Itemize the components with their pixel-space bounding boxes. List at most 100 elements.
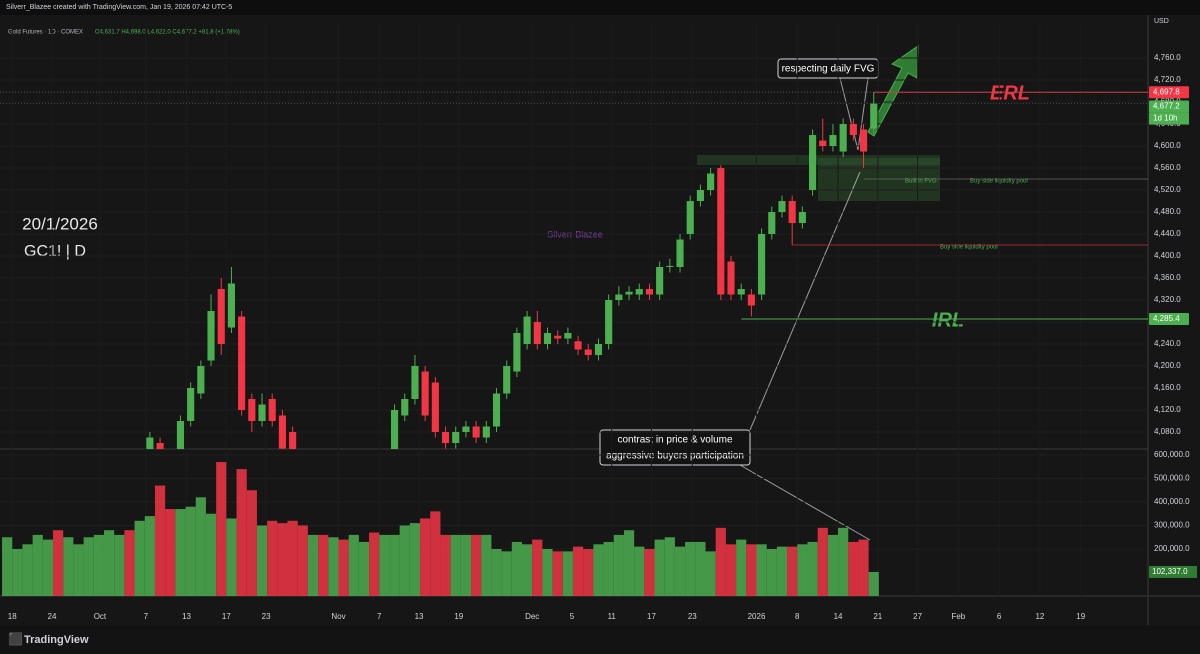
volume-bar	[185, 506, 196, 596]
volume-bar	[471, 534, 482, 596]
volume-bar	[522, 544, 533, 596]
volume-panel	[2, 462, 879, 596]
volume-bar	[277, 523, 288, 596]
volume-bar	[175, 509, 186, 596]
candle-body	[472, 426, 480, 438]
x-tick-label: Nov	[331, 612, 345, 621]
x-tick-label: 13	[182, 612, 191, 621]
volume-bar	[552, 551, 563, 596]
candle-body	[656, 267, 664, 295]
volume-bar	[73, 544, 84, 596]
volume-bar	[583, 548, 594, 596]
candle-body	[768, 212, 776, 235]
y-tick-label: 4,360.0	[1154, 273, 1181, 282]
candle-body	[788, 201, 796, 224]
volume-bar	[695, 541, 706, 596]
attribution: Silverr_Blazee created with TradingView.…	[6, 4, 232, 11]
y-tick-label: 4,400.0	[1154, 251, 1181, 260]
x-tick-label: 11	[608, 612, 617, 621]
candle-body	[278, 415, 286, 449]
volume-bar	[307, 534, 319, 596]
volume-bar	[807, 541, 818, 596]
x-tick-label: 17	[222, 612, 231, 621]
volume-bar	[562, 551, 573, 596]
candle-body	[207, 311, 215, 361]
callout-text: contrast in price & volume	[617, 435, 732, 446]
candle-body	[564, 333, 572, 339]
candle-body	[238, 316, 246, 411]
volume-bar	[287, 520, 298, 596]
volume-bar	[399, 525, 410, 596]
date-label: 20/1/2026	[22, 214, 98, 233]
candle-body	[747, 294, 755, 306]
volume-bar	[205, 513, 217, 596]
levels	[0, 91, 1148, 320]
volume-bar	[348, 534, 359, 596]
volume-bar	[766, 548, 777, 596]
callout-line	[749, 171, 861, 431]
volume-bar	[664, 537, 675, 596]
volume-bar	[603, 541, 614, 596]
candle-body	[625, 291, 633, 295]
volume-tick-label: 500,000.0	[1154, 474, 1190, 483]
volume-bar	[511, 541, 523, 596]
countdown: 1d 10h	[1153, 114, 1177, 123]
volume-tick-label: 400,000.0	[1154, 497, 1190, 506]
candle-body	[574, 341, 582, 350]
volume-label-box	[1149, 565, 1197, 578]
y-tick-label: 4,520.0	[1154, 185, 1181, 194]
candle-body	[492, 393, 501, 427]
y-tick-label: 4,080.0	[1154, 427, 1181, 436]
volume-bar	[369, 532, 380, 596]
axes: 4,080.04,120.04,160.04,200.04,240.04,280…	[8, 53, 1197, 621]
candle-body	[584, 349, 592, 356]
y-tick-label: 4,200.0	[1154, 361, 1181, 370]
candle-body	[248, 399, 256, 422]
volume-bar	[83, 537, 94, 596]
callout-box	[599, 429, 751, 466]
candle-body	[431, 382, 439, 433]
candle-body	[482, 426, 490, 438]
candle-body	[778, 201, 786, 213]
candle-body	[390, 410, 399, 449]
candle-body	[594, 344, 603, 356]
volume-bar	[593, 544, 604, 596]
volume-bar	[297, 525, 308, 596]
candle-body	[176, 421, 185, 449]
volume-bar	[613, 534, 624, 596]
supply-demand-zone	[697, 155, 940, 165]
y-tick-label: 4,600.0	[1154, 141, 1181, 150]
volume-bar	[42, 539, 54, 596]
candle-body	[227, 283, 236, 328]
volume-bar	[634, 546, 645, 596]
candle-body	[258, 404, 266, 422]
y-tick-label: 4,320.0	[1154, 295, 1181, 304]
volume-bar	[848, 541, 859, 596]
candle-body	[554, 335, 562, 339]
candle-body	[533, 322, 541, 345]
brand: TradingView	[24, 634, 89, 646]
price-label-box	[1149, 86, 1189, 99]
candle-body	[411, 366, 419, 400]
y-tick-label: 4,160.0	[1154, 383, 1181, 392]
x-tick-label: 7	[144, 612, 149, 621]
candle-body	[707, 173, 715, 191]
volume-bar	[318, 534, 329, 596]
x-tick-label: 2026	[748, 612, 766, 621]
x-tick-label: 27	[913, 612, 922, 621]
x-tick-label: 8	[795, 612, 800, 621]
liquidity-label: Buy side liquidity pool	[940, 245, 998, 251]
volume-bar	[389, 534, 400, 596]
x-tick-label: 6	[997, 612, 1002, 621]
candle-body	[441, 432, 450, 444]
volume-bar	[114, 534, 125, 596]
volume-bar	[12, 548, 23, 596]
x-tick-label: 12	[1035, 612, 1044, 621]
volume-bar	[328, 537, 339, 596]
y-tick-label: 4,560.0	[1154, 163, 1181, 172]
volume-bar	[154, 485, 166, 596]
candle-body	[268, 399, 276, 422]
volume-bar	[430, 511, 441, 596]
volume-bar	[817, 527, 828, 596]
